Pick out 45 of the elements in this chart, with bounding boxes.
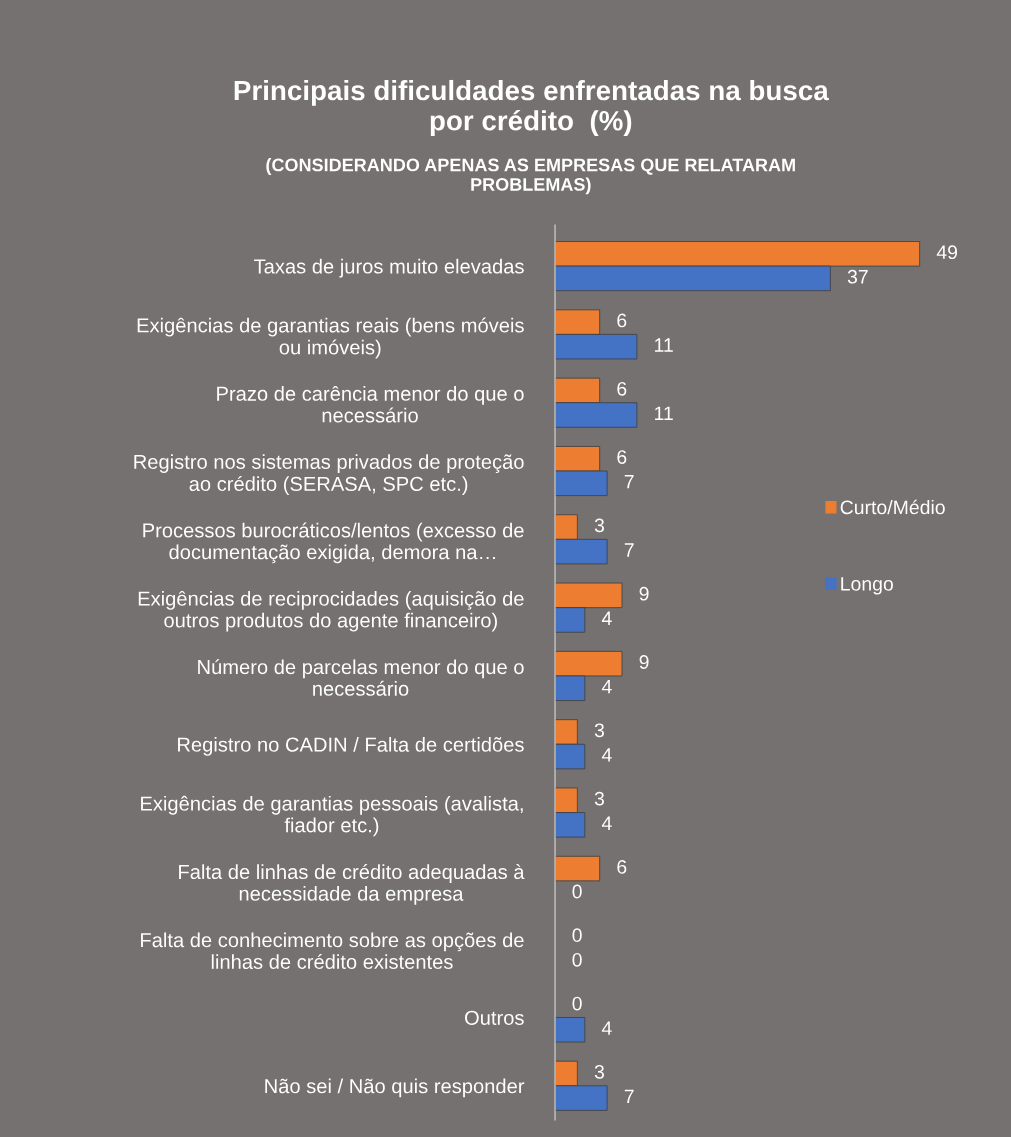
data-label: 0 (572, 952, 582, 967)
data-label: 3 (594, 723, 604, 738)
y-tick-label: Registro nos sistemas privados de proteção ao crédito (SERASA, SPC etc.) (134, 454, 524, 496)
data-label: 4 (601, 816, 612, 830)
data-label: 0 (572, 884, 582, 899)
data-label: 4 (601, 748, 612, 762)
y-tick-label: Número de parcelas menor do que o necessário (198, 659, 524, 696)
data-label: 6 (617, 313, 627, 328)
data-label: 37 (847, 269, 868, 284)
legend-label: Longo (841, 577, 893, 595)
data-label: 7 (624, 1089, 634, 1104)
y-tick-label: Registro no CADIN / Falta de certidões (178, 736, 524, 756)
data-label: 11 (655, 338, 673, 352)
data-label: 3 (594, 518, 604, 533)
chart-title: Principais dificuldades enfrentadas na busca por crédito (%) (234, 79, 829, 137)
data-label: 3 (594, 791, 604, 806)
bar (555, 1017, 586, 1043)
y-tick-label: Exigências de garantias pessoais (avalista, fiador etc.) (141, 795, 523, 837)
legend-label: Curto/Médio (840, 499, 945, 515)
data-label: 6 (617, 860, 627, 874)
data-label: 4 (601, 611, 612, 625)
y-tick-label: Não sei / Não quis responder (265, 1078, 525, 1098)
chart-subtitle: (CONSIDERANDO APENAS AS EMPRESAS QUE RELATARAM PROBLEMAS) (266, 158, 795, 195)
data-label: 0 (572, 928, 582, 943)
data-label: 0 (572, 996, 582, 1011)
y-tick-label: Exigências de garantias reais (bens móveis ou imóveis) (137, 317, 524, 359)
data-label: 6 (617, 381, 627, 396)
data-label: 7 (624, 543, 634, 557)
bar (555, 855, 601, 882)
data-label: 9 (639, 586, 649, 601)
y-tick-label: Outros (465, 1010, 524, 1025)
data-label: 49 (936, 245, 958, 260)
data-label: 9 (639, 655, 649, 669)
y-tick-label: Processos burocráticos/lentos (excesso de documentação exigida, demora na… (143, 522, 524, 564)
y-tick-label: Prazo de carência menor do que o necessário (217, 386, 524, 423)
data-label: 7 (624, 474, 634, 489)
data-label: 11 (655, 406, 673, 421)
y-tick-label: Falta de linhas de crédito adequadas à necessidade da empresa (179, 864, 525, 905)
y-tick-label: Falta de conhecimento sobre as opções de linhas de crédito existentes (141, 932, 524, 970)
data-label: 6 (617, 450, 627, 464)
data-label: 4 (601, 1021, 612, 1035)
y-tick-label: Exigências de reciprocidades (aquisição de outros produtos do agente financeiro) (138, 590, 524, 632)
y-tick-label: Taxas de juros muito elevadas (254, 258, 524, 278)
data-label: 3 (594, 1064, 604, 1079)
data-label: 4 (601, 679, 612, 694)
